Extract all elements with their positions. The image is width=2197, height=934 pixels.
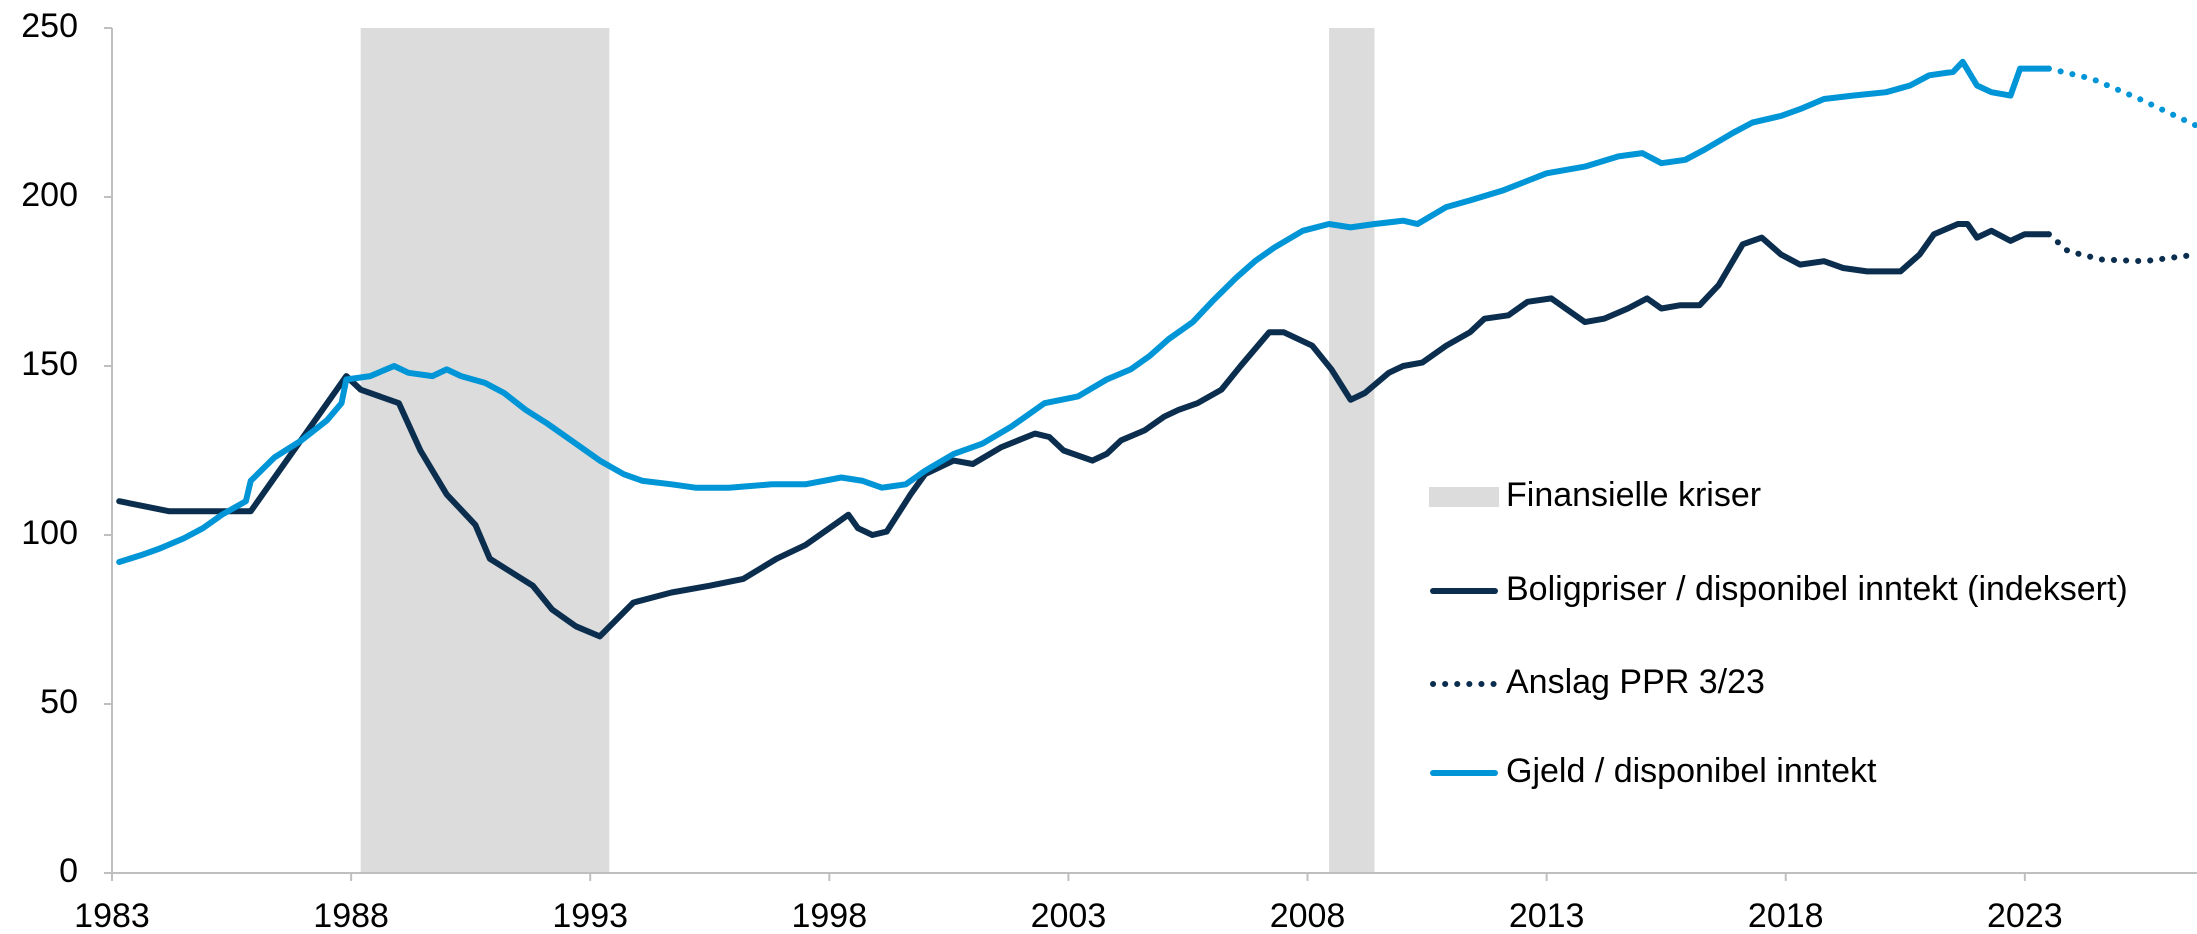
y-tick-label: 100 (21, 514, 78, 552)
legend-swatch (1429, 487, 1499, 507)
y-tick-label: 250 (21, 7, 78, 45)
x-tick-label: 1993 (552, 897, 628, 934)
crisis-band (360, 28, 610, 873)
forecast-line (2045, 231, 2197, 265)
legend-label: Gjeld / disponibel inntekt (1506, 752, 1877, 790)
legend-label: Anslag PPR 3/23 (1506, 663, 1765, 701)
x-tick-label: 2023 (1987, 897, 2063, 934)
y-tick-label: 0 (59, 852, 78, 890)
crisis-band (1329, 28, 1375, 873)
x-tick-label: 2008 (1270, 897, 1346, 934)
legend-label: Boligpriser / disponibel inntekt (indeks… (1506, 570, 2128, 608)
y-tick-label: 200 (21, 176, 78, 214)
data-line (116, 58, 2052, 565)
forecast-line (2045, 65, 2197, 129)
x-tick-label: 1998 (791, 897, 867, 934)
x-tick-label: 2003 (1031, 897, 1107, 934)
y-tick-label: 50 (40, 683, 78, 721)
x-tick-label: 1988 (313, 897, 389, 934)
x-tick-label: 2013 (1509, 897, 1585, 934)
x-tick-label: 2018 (1748, 897, 1824, 934)
x-tick-label: 1983 (74, 897, 150, 934)
legend-label: Finansielle kriser (1506, 476, 1761, 514)
data-line (116, 221, 2052, 640)
y-tick-label: 150 (21, 345, 78, 383)
